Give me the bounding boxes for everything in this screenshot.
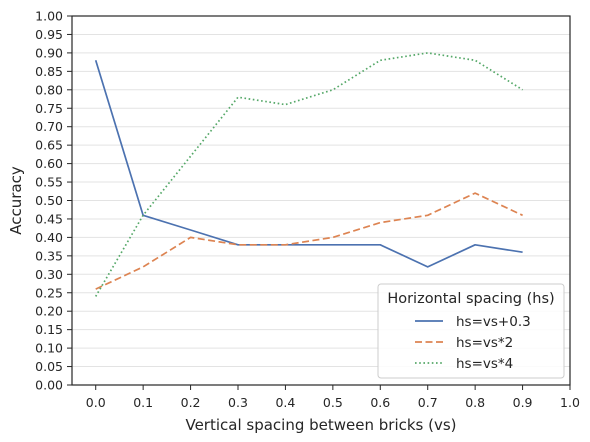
y-tick-label: 0.55 <box>35 175 63 190</box>
x-axis-title: Vertical spacing between bricks (vs) <box>185 416 456 434</box>
y-tick-label: 0.15 <box>35 322 63 337</box>
legend-label-3: hs=vs*4 <box>456 356 513 372</box>
x-tick-label: 0.1 <box>133 395 153 410</box>
x-tick-label: 0.5 <box>323 395 343 410</box>
x-tick-label: 1.0 <box>560 395 580 410</box>
x-tick-label: 0.6 <box>370 395 390 410</box>
y-tick-label: 0.90 <box>35 45 63 60</box>
legend-title: Horizontal spacing (hs) <box>387 291 554 307</box>
y-tick-label: 1.00 <box>35 9 63 24</box>
x-axis-ticks: 0.0 0.1 0.2 0.3 0.4 0.5 0.6 0.7 0.8 0.9 1.0 <box>86 385 580 410</box>
y-tick-label: 0.05 <box>35 359 63 374</box>
y-tick-label: 0.35 <box>35 248 63 263</box>
x-tick-label: 0.3 <box>228 395 248 410</box>
series-line-2 <box>95 192 523 290</box>
y-tick-label: 0.25 <box>35 285 63 300</box>
y-tick-label: 0.20 <box>35 304 63 319</box>
legend: Horizontal spacing (hs) hs=vs+0.3 hs=vs*2… <box>377 283 565 379</box>
y-tick-label: 0.80 <box>35 82 63 97</box>
y-tick-label: 0.95 <box>35 27 63 42</box>
series-lines <box>94 52 524 297</box>
gridlines <box>72 15 570 386</box>
y-axis-ticks: 0.00 0.05 0.10 0.15 0.20 0.25 0.30 0.35 0.40 0.45… <box>35 9 72 393</box>
y-tick-label: 0.60 <box>35 156 63 171</box>
x-tick-label: 0.8 <box>465 395 485 410</box>
y-tick-label: 0.10 <box>35 341 63 356</box>
series-line-3 <box>94 52 524 297</box>
x-tick-label: 0.9 <box>513 395 533 410</box>
y-tick-label: 0.70 <box>35 119 63 134</box>
y-tick-label: 0.40 <box>35 230 63 245</box>
y-tick-label: 0.45 <box>35 211 63 226</box>
series-line-1 <box>94 60 523 268</box>
legend-label-2: hs=vs*2 <box>456 335 513 351</box>
legend-box <box>377 283 565 379</box>
y-tick-label: 0.75 <box>35 101 63 116</box>
y-tick-label: 0.85 <box>35 64 63 79</box>
y-tick-label: 0.65 <box>35 138 63 153</box>
y-tick-label: 0.00 <box>35 378 63 393</box>
legend-label-1: hs=vs+0.3 <box>456 314 531 330</box>
x-tick-label: 0.4 <box>275 395 295 410</box>
x-tick-label: 0.7 <box>418 395 438 410</box>
y-tick-label: 0.30 <box>35 267 63 282</box>
y-tick-label: 0.50 <box>35 193 63 208</box>
x-tick-label: 0.0 <box>86 395 106 410</box>
x-tick-label: 0.2 <box>181 395 201 410</box>
y-axis-title: Accuracy <box>7 166 25 235</box>
